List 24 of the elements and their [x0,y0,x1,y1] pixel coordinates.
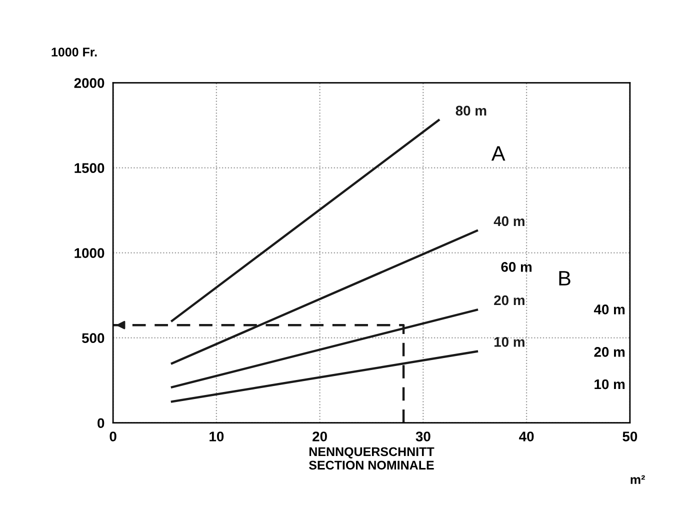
x-tick-label: 10 [210,432,224,442]
y-axis-title: 1000 Fr. [52,48,97,57]
annotation: 60 m [501,262,532,272]
annotation: 10 m [594,379,625,390]
y-tick-label: 500 [82,333,104,344]
y-tick-label: 0 [98,418,104,428]
x-tick-label: 20 [312,432,327,442]
y-tick-label: 1000 [74,248,104,258]
annotation: 20 m [594,347,625,357]
x-tick-label: 40 [519,432,534,442]
x-tick-label: 30 [416,432,430,442]
annotation: A [491,146,506,161]
x-tick-label: 0 [110,432,116,442]
series-label: 40 m [494,216,524,226]
series-label: 80 m [456,106,486,116]
x-tick-label: 50 [622,432,638,442]
x-axis-title: NENNQUERSCHNITT SECTION NOMINALE [309,447,434,470]
annotation: B [559,271,570,286]
text: m² [630,475,645,484]
series-label: 20 m [494,295,524,306]
annotation: 40 m [594,304,625,314]
series-label: 10 m [494,337,524,347]
y-tick-label: 1500 [74,163,104,173]
y-tick-label: 2000 [74,78,104,88]
